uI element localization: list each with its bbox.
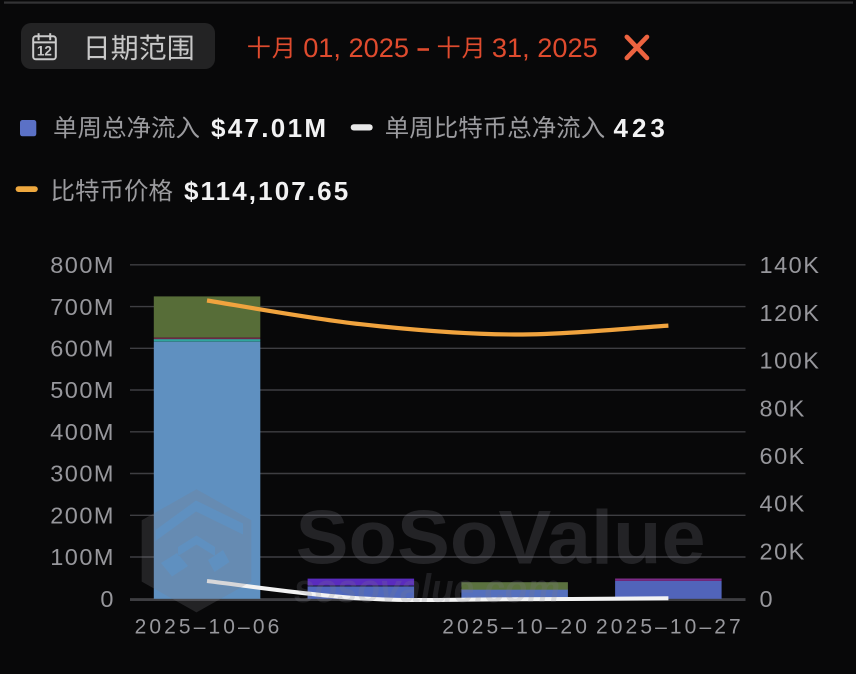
svg-text:2025–10–20: 2025–10–20 — [442, 616, 590, 639]
svg-text:40K: 40K — [760, 491, 806, 517]
svg-text:140K: 140K — [760, 252, 821, 278]
svg-text:2025–10–06: 2025–10–06 — [135, 616, 283, 639]
svg-text:60K: 60K — [760, 443, 806, 469]
svg-text:80K: 80K — [760, 395, 806, 421]
svg-text:$47.01M: $47.01M — [211, 113, 328, 143]
svg-text:SoSoValue: SoSoValue — [296, 496, 706, 581]
svg-text:300M: 300M — [50, 461, 115, 487]
svg-text:0: 0 — [100, 586, 115, 612]
svg-text:12: 12 — [37, 44, 52, 59]
svg-text:600M: 600M — [50, 336, 115, 362]
svg-text:100M: 100M — [50, 544, 115, 570]
svg-text:800M: 800M — [50, 252, 115, 278]
svg-text:$114,107.65: $114,107.65 — [184, 176, 350, 206]
svg-text:120K: 120K — [760, 300, 821, 326]
svg-text:0: 0 — [760, 586, 775, 612]
svg-text:200M: 200M — [50, 503, 115, 529]
svg-text:31, 2025: 31, 2025 — [492, 32, 598, 63]
svg-text:100K: 100K — [760, 348, 821, 374]
svg-text:20K: 20K — [760, 538, 806, 564]
svg-text:500M: 500M — [50, 377, 115, 403]
svg-text:01, 2025: 01, 2025 — [303, 32, 409, 63]
svg-text:423: 423 — [614, 113, 669, 143]
svg-text:2025–10–27: 2025–10–27 — [596, 616, 744, 639]
svg-text:700M: 700M — [50, 294, 115, 320]
svg-text:sosovalue.com: sosovalue.com — [294, 567, 560, 611]
svg-text:400M: 400M — [50, 419, 115, 445]
